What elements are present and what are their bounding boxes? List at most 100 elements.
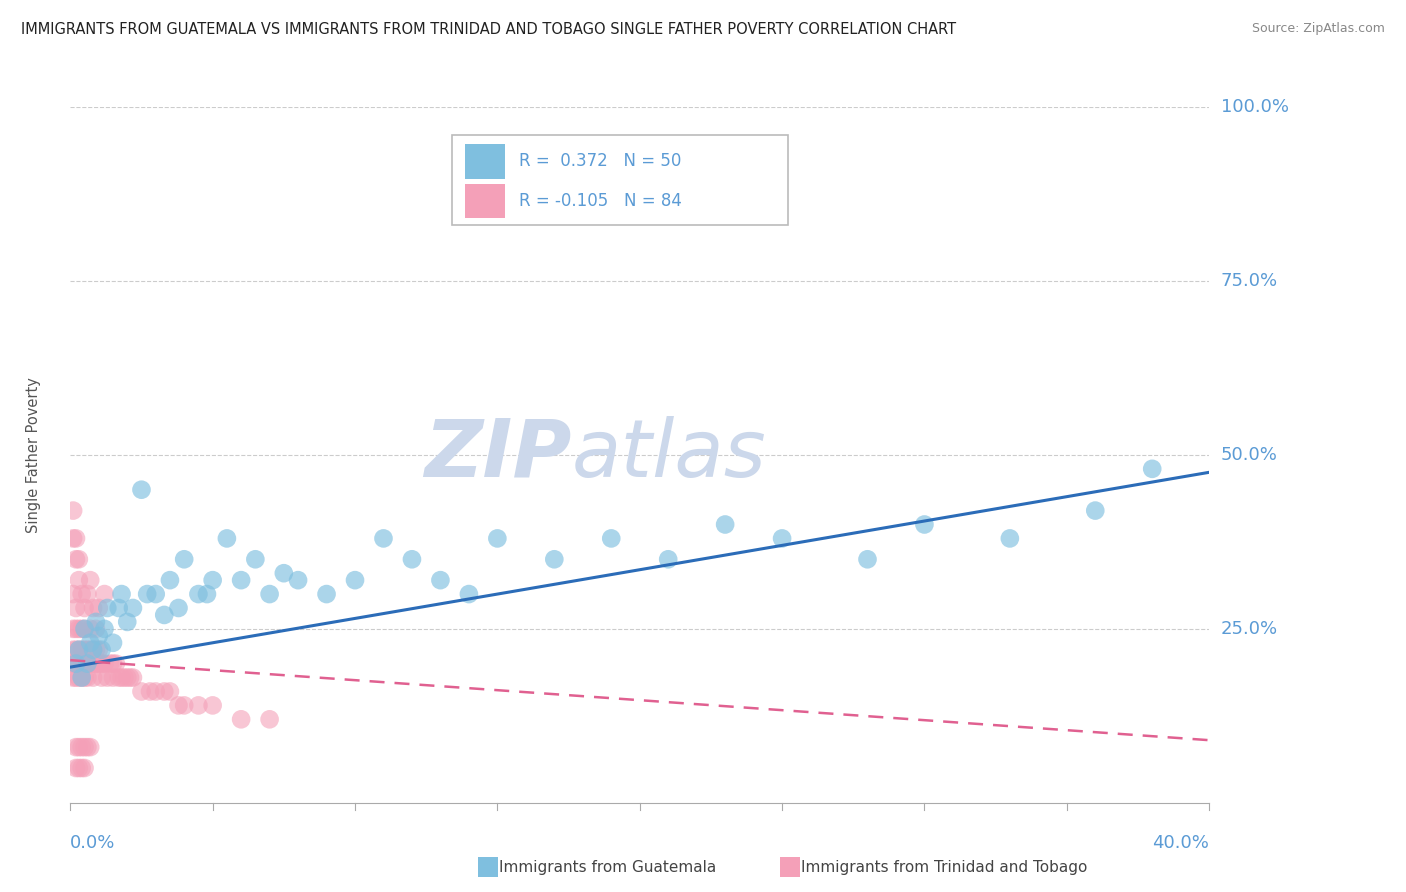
Point [173,552,195,566]
Point [486,532,509,546]
Point [98,657,121,671]
Point [117,671,138,685]
Point [107,671,129,685]
Point [344,573,367,587]
Point [76,657,98,671]
Point [84,642,107,657]
Text: 50.0%: 50.0% [1220,446,1278,464]
Point [73,740,96,755]
Point [315,587,337,601]
Point [287,573,309,587]
Text: 0.0%: 0.0% [70,834,115,852]
Point [1142,462,1164,476]
Point [195,587,218,601]
Point [62,671,84,685]
Point [79,622,101,636]
Text: 100.0%: 100.0% [1220,98,1288,116]
Text: IMMIGRANTS FROM GUATEMALA VS IMMIGRANTS FROM TRINIDAD AND TOBAGO SINGLE FATHER P: IMMIGRANTS FROM GUATEMALA VS IMMIGRANTS … [21,22,956,37]
Point [70,740,93,755]
Point [87,601,110,615]
Text: 25.0%: 25.0% [1220,620,1278,638]
Point [70,761,93,775]
Point [136,587,159,601]
Point [131,483,153,497]
FancyBboxPatch shape [451,135,787,226]
Point [259,587,281,601]
Text: R =  0.372   N = 50: R = 0.372 N = 50 [519,153,682,170]
Text: Immigrants from Guatemala: Immigrants from Guatemala [499,861,717,875]
Point [273,566,295,581]
Point [79,657,101,671]
Point [1084,503,1107,517]
Point [159,573,181,587]
Point [76,642,98,657]
Point [145,684,167,698]
Point [145,587,167,601]
Point [87,642,110,657]
Point [67,761,90,775]
Point [70,671,93,685]
Point [82,657,104,671]
Point [67,740,90,755]
Point [104,657,127,671]
Point [87,629,110,643]
Point [93,587,115,601]
Point [73,642,96,657]
Point [231,573,253,587]
Point [73,601,96,615]
Point [73,671,96,685]
Point [120,671,142,685]
Point [543,552,565,566]
Point [93,622,115,636]
Point [159,684,181,698]
Point [429,573,451,587]
Point [401,552,423,566]
Point [914,517,936,532]
Point [714,517,737,532]
Point [173,698,195,713]
Point [82,642,104,657]
Point [65,671,87,685]
Point [65,642,87,657]
Point [122,601,145,615]
Point [201,573,224,587]
Text: 40.0%: 40.0% [1153,834,1209,852]
Point [87,657,110,671]
Point [82,671,104,685]
Point [167,698,190,713]
Point [110,671,132,685]
Point [153,607,176,622]
Point [79,636,101,650]
Point [96,601,118,615]
Point [65,740,87,755]
Point [856,552,879,566]
Point [70,642,93,657]
Point [76,740,98,755]
Point [73,622,96,636]
Point [600,532,623,546]
Point [67,552,90,566]
Point [373,532,395,546]
Point [73,761,96,775]
Text: Immigrants from Trinidad and Tobago: Immigrants from Trinidad and Tobago [801,861,1088,875]
Point [62,622,84,636]
Point [65,532,87,546]
Point [62,657,84,671]
Point [215,532,238,546]
Point [153,684,176,698]
Point [62,642,84,657]
Point [131,684,153,698]
Point [82,601,104,615]
Point [259,712,281,726]
Text: Single Father Poverty: Single Father Poverty [27,377,41,533]
Point [62,587,84,601]
Text: Source: ZipAtlas.com: Source: ZipAtlas.com [1251,22,1385,36]
Point [84,657,107,671]
Point [67,642,90,657]
Point [117,615,138,629]
Point [122,671,145,685]
Point [79,642,101,657]
Text: atlas: atlas [571,416,766,494]
Point [70,671,93,685]
Point [201,698,224,713]
